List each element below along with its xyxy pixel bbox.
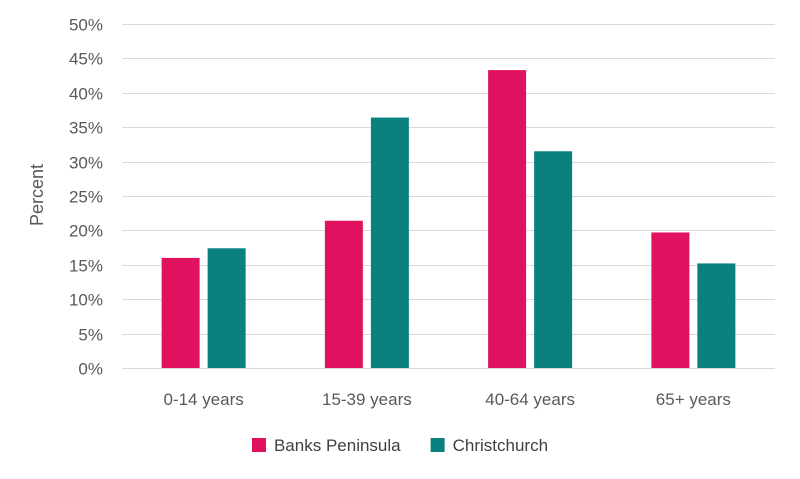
bar-christchurch-0: [207, 248, 246, 368]
x-tick-label: 40-64 years: [485, 390, 575, 409]
legend-swatch: [430, 438, 445, 452]
y-tick-label: 45%: [69, 50, 103, 69]
legend: Banks Peninsula Christchurch: [251, 436, 548, 455]
y-axis-title: Percent: [27, 164, 47, 226]
y-tick-label: 5%: [78, 326, 103, 345]
y-tick-label: 10%: [69, 291, 103, 310]
x-tick-label: 65+ years: [656, 390, 731, 409]
y-axis-ticks: 0% 5% 10% 15% 20% 25% 30% 35% 40% 45% 50%: [69, 16, 103, 379]
y-tick-label: 30%: [69, 154, 103, 173]
x-tick-label: 0-14 years: [163, 390, 243, 409]
bar-banks-peninsula-1: [324, 220, 363, 368]
legend-label: Banks Peninsula: [274, 436, 401, 455]
bar-christchurch-1: [370, 117, 409, 369]
y-tick-label: 0%: [78, 360, 103, 379]
y-tick-label: 50%: [69, 16, 103, 35]
bar-christchurch-2: [534, 151, 573, 368]
y-tick-label: 40%: [69, 85, 103, 104]
x-tick-label: 15-39 years: [322, 390, 412, 409]
legend-swatch: [251, 438, 266, 452]
x-axis-ticks: 0-14 years 15-39 years 40-64 years 65+ year…: [163, 390, 730, 409]
bar-banks-peninsula-3: [651, 232, 690, 368]
y-tick-label: 15%: [69, 257, 103, 276]
y-tick-label: 35%: [69, 119, 103, 138]
legend-label: Christchurch: [453, 436, 548, 455]
y-tick-label: 20%: [69, 222, 103, 241]
y-tick-label: 25%: [69, 188, 103, 207]
bar-banks-peninsula-0: [161, 257, 200, 368]
bars: [161, 70, 736, 369]
bar-banks-peninsula-2: [488, 70, 527, 368]
bar-christchurch-3: [697, 263, 736, 368]
